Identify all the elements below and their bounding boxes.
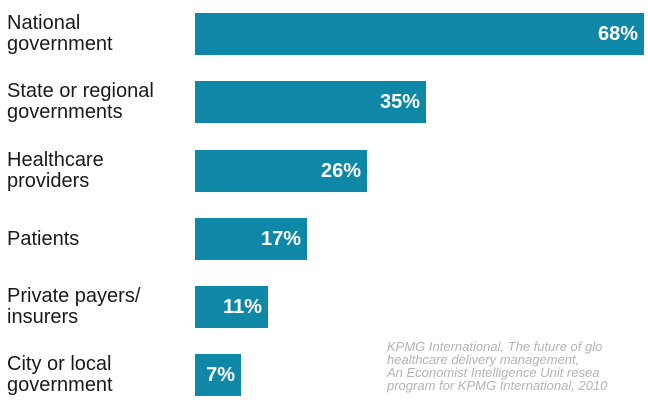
category-label-line: National xyxy=(7,12,81,34)
bar-row: Private payers/insurers 11% xyxy=(0,286,648,342)
bar: 7% xyxy=(195,354,241,396)
category-label: City or local government xyxy=(7,354,189,396)
source-line: KPMG International, The future of glo xyxy=(387,339,603,354)
category-label-line: government xyxy=(7,33,113,55)
category-label-line: government xyxy=(7,374,113,396)
bar: 11% xyxy=(195,286,268,328)
bar-value-label: 11% xyxy=(223,296,262,318)
category-label: Patients xyxy=(7,227,189,250)
category-label: State or regional governments xyxy=(7,81,189,123)
bar-value-label: 7% xyxy=(206,364,235,386)
bar-row: City or local government 7% xyxy=(0,354,648,410)
bar-row: Healthcare providers 26% xyxy=(0,150,648,206)
category-label-line: State or regional xyxy=(7,80,154,102)
bar-value-label: 17% xyxy=(260,228,301,250)
category-label-line: Healthcare xyxy=(7,149,104,171)
bar-row: Patients 17% xyxy=(0,218,648,274)
source-line: program for KPMG International, 2010 xyxy=(387,378,608,393)
category-label-line: insurers xyxy=(7,306,79,328)
bar-value-label: 68% xyxy=(597,23,638,45)
source-line: An Economist Intelligence Unit resea xyxy=(387,365,600,380)
category-label-line: Private payers/ xyxy=(7,285,141,307)
bar-value-label: 26% xyxy=(320,160,361,182)
bar: 17% xyxy=(195,218,307,260)
category-label-line: City or local xyxy=(7,353,112,375)
category-label-line: Patients xyxy=(7,227,80,250)
category-label-line: governments xyxy=(7,101,123,123)
bar-row: State or regional governments 35% xyxy=(0,81,648,137)
bar: 35% xyxy=(195,81,426,123)
category-label: Healthcare providers xyxy=(7,150,189,192)
bar: 26% xyxy=(195,150,367,192)
bar: 68% xyxy=(195,13,644,55)
category-label: National government xyxy=(7,13,189,55)
source-note: KPMG International, The future of glo he… xyxy=(387,340,648,392)
source-line: healthcare delivery management, xyxy=(387,352,580,367)
category-label-line: providers xyxy=(7,170,90,192)
category-label: Private payers/insurers xyxy=(7,286,189,328)
bar-row: National government 68% xyxy=(0,13,648,69)
bar-value-label: 35% xyxy=(379,91,420,113)
